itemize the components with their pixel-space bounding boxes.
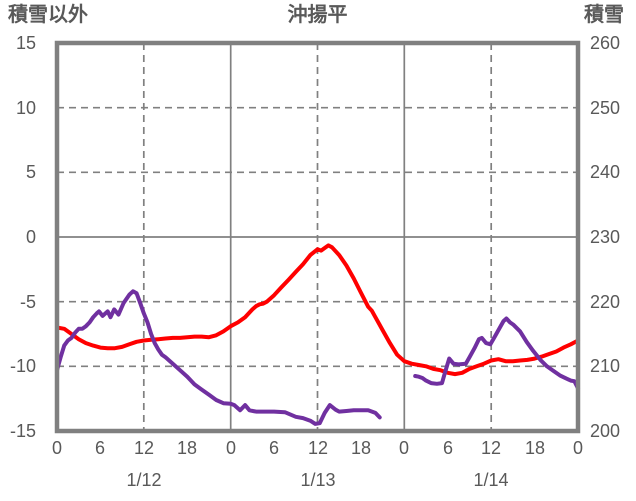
y-left-tick-label: 0 [25, 227, 36, 247]
x-hour-tick-label: 6 [442, 438, 453, 458]
x-date-label: 1/14 [473, 470, 509, 490]
x-hour-tick-label: 18 [524, 438, 546, 458]
plot-border [54, 40, 581, 434]
x-hour-tick-label: 0 [398, 438, 409, 458]
left-axis-title: 積雪以外 [8, 4, 88, 26]
y-right-tick-label: 200 [590, 421, 621, 441]
x-hour-tick-label: 0 [572, 438, 583, 458]
y-right-tick-label: 250 [590, 98, 621, 118]
y-left-tick-label: 5 [25, 162, 36, 182]
x-date-label: 1/12 [126, 470, 162, 490]
y-right-tick-label: 260 [590, 33, 621, 53]
x-date-label: 1/13 [300, 470, 336, 490]
x-hour-tick-label: 6 [94, 438, 105, 458]
y-left-tick-label: -15 [9, 421, 36, 441]
right-axis-title: 積雪 [584, 4, 624, 26]
x-hour-tick-label: 18 [350, 438, 372, 458]
x-hour-tick-label: 12 [133, 438, 155, 458]
y-right-tick-label: 240 [590, 162, 621, 182]
y-left-tick-label: 10 [15, 98, 36, 118]
x-hour-tick-label: 6 [268, 438, 279, 458]
y-right-tick-label: 210 [590, 356, 621, 376]
x-hour-tick-label: 18 [176, 438, 198, 458]
x-hour-tick-label: 0 [51, 438, 62, 458]
x-hour-tick-label: 12 [307, 438, 329, 458]
red-line [55, 243, 580, 377]
x-hour-tick-label: 0 [225, 438, 236, 458]
y-right-tick-label: 230 [590, 227, 621, 247]
chart-title: 沖揚平 [287, 4, 348, 26]
y-left-tick-label: -5 [19, 292, 36, 312]
purple-line [413, 316, 580, 391]
purple-line [55, 289, 382, 426]
x-hour-tick-label: 12 [480, 438, 502, 458]
y-left-tick-label: -10 [9, 356, 36, 376]
y-left-tick-label: 15 [15, 33, 36, 53]
y-right-tick-label: 220 [590, 292, 621, 312]
